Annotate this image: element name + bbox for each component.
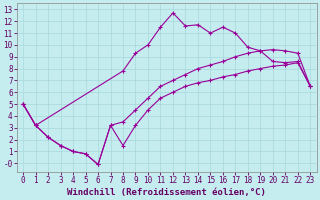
X-axis label: Windchill (Refroidissement éolien,°C): Windchill (Refroidissement éolien,°C)	[67, 188, 266, 197]
